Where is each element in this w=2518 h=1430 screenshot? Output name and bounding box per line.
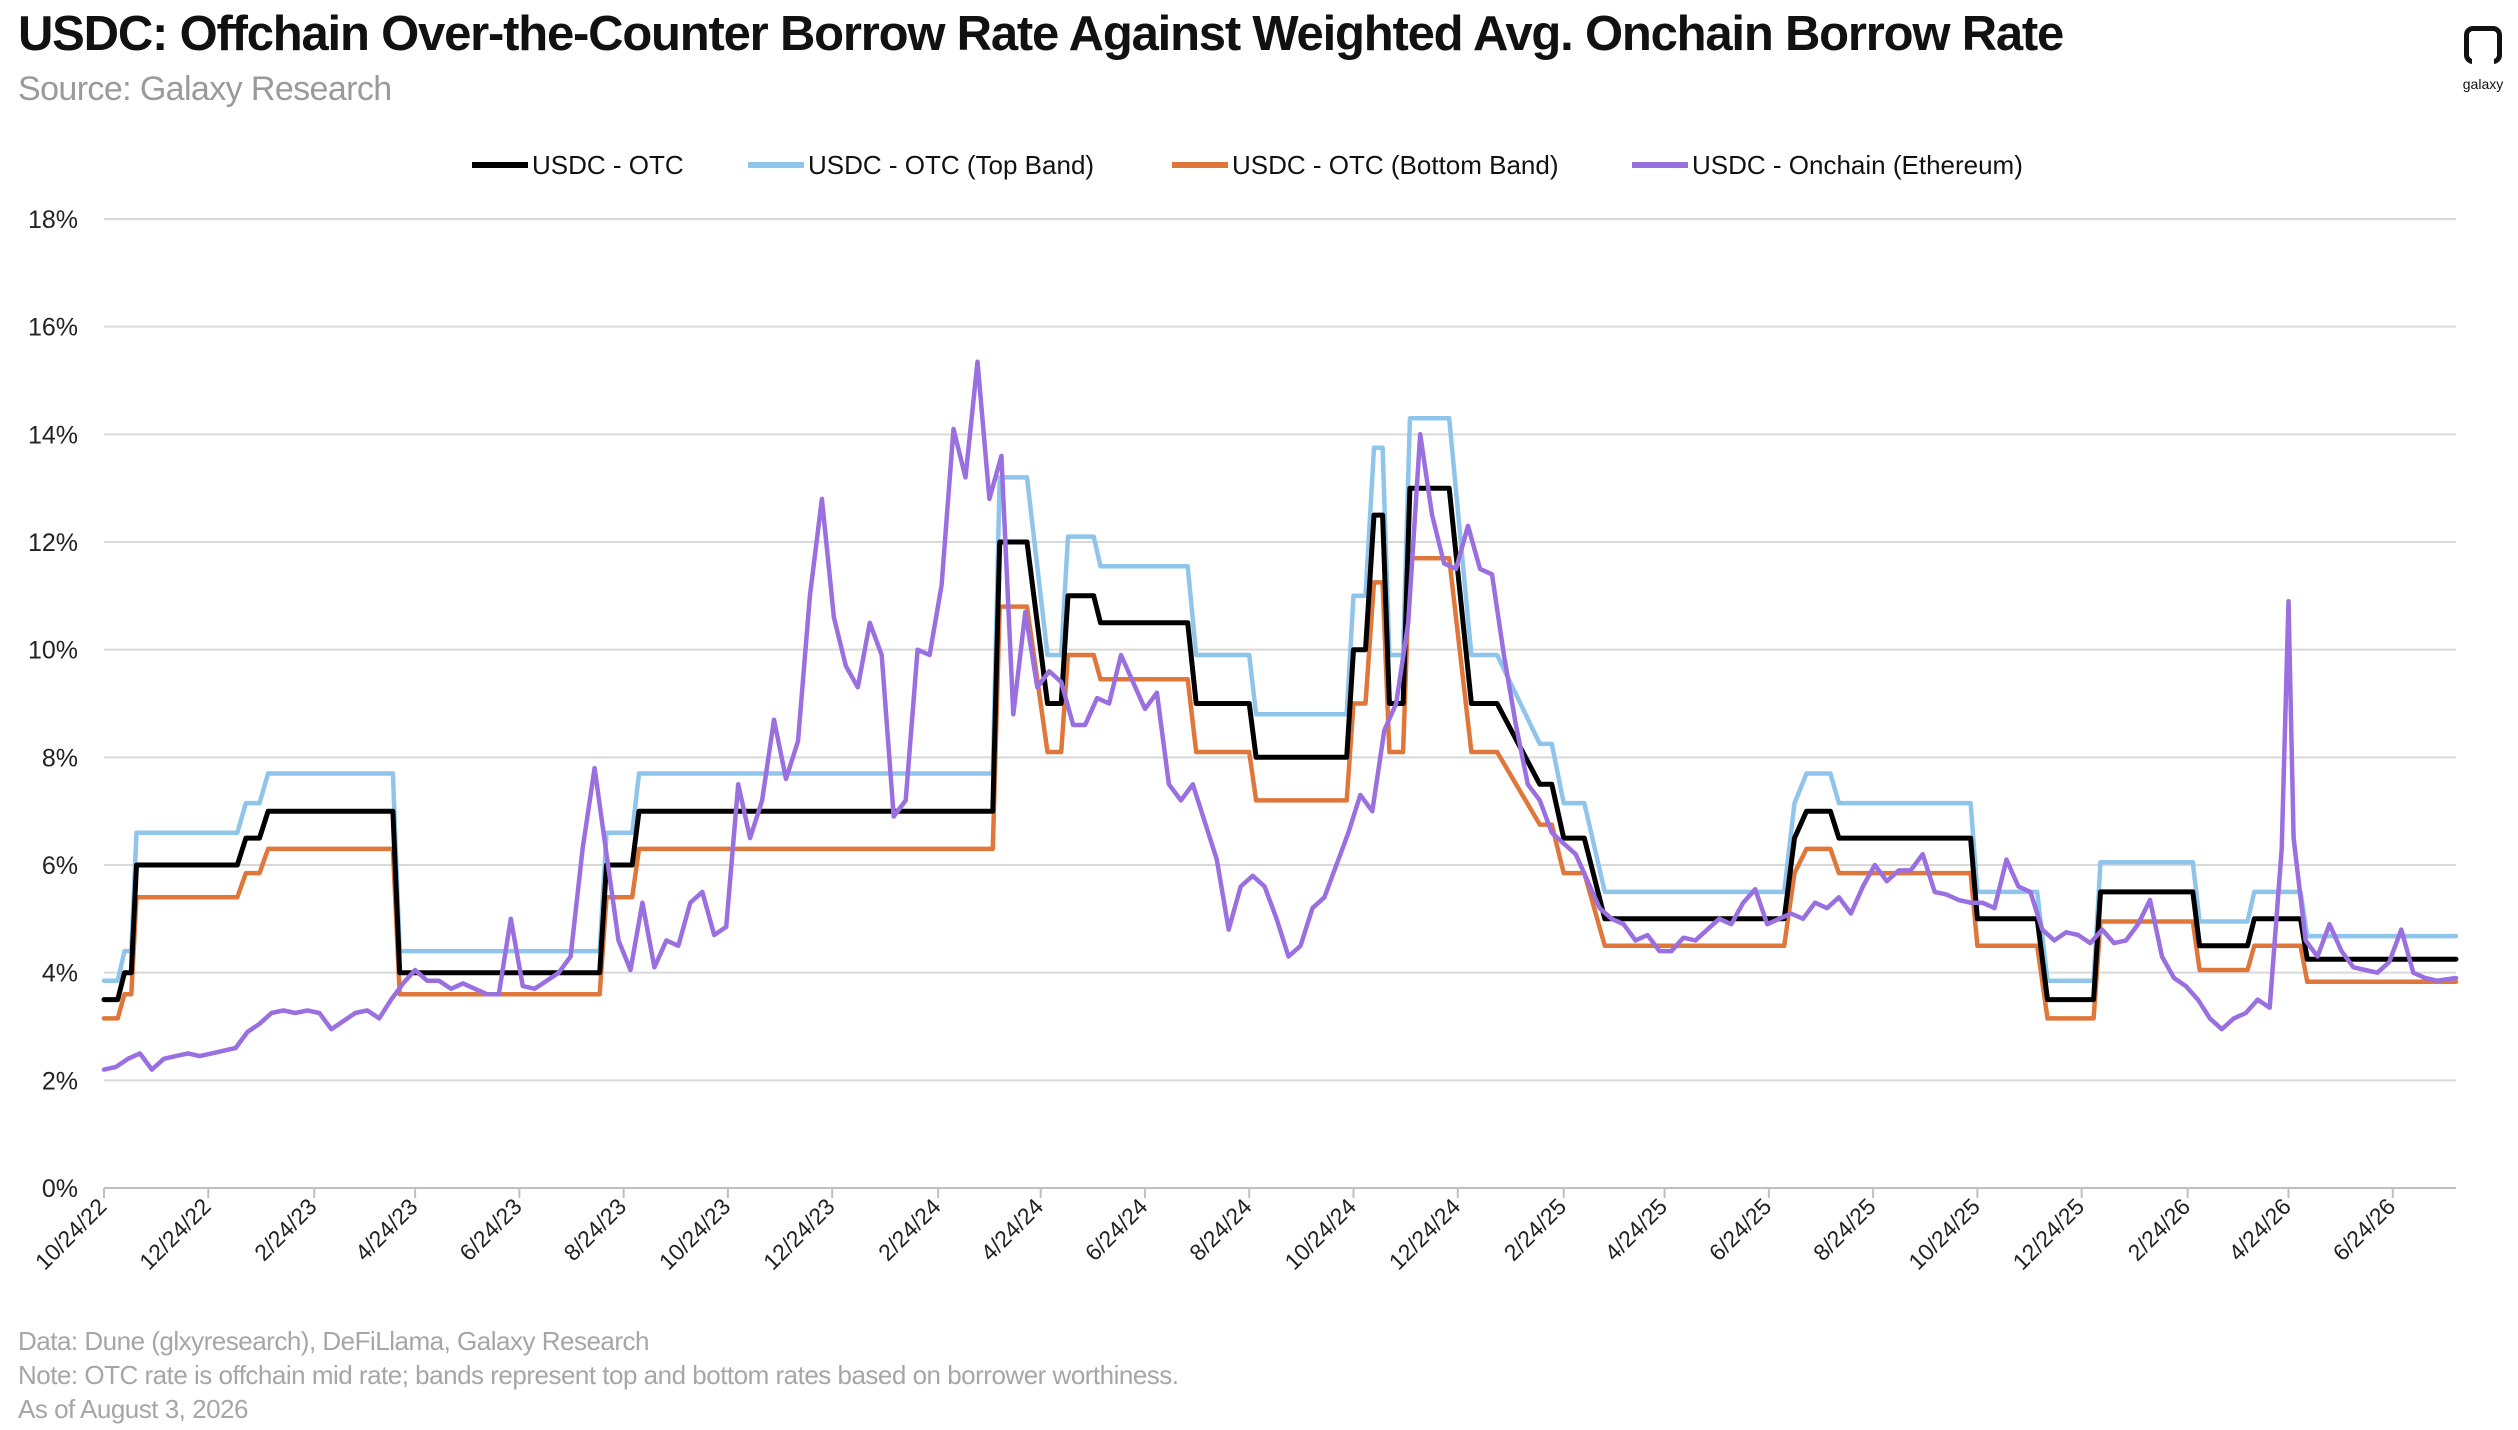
y-tick-label: 6% — [42, 852, 78, 880]
x-tick-label: 4/24/23 — [350, 1193, 423, 1266]
x-tick-label: 10/24/24 — [1279, 1193, 1361, 1275]
legend-label: USDC - OTC — [532, 150, 684, 180]
x-tick-label: 6/24/23 — [454, 1193, 527, 1266]
y-tick-label: 4% — [42, 960, 78, 988]
x-tick-label: 10/24/25 — [1903, 1193, 1985, 1275]
x-tick-label: 6/24/24 — [1080, 1193, 1153, 1266]
y-tick-label: 14% — [28, 421, 78, 449]
y-tick-label: 16% — [28, 314, 78, 342]
x-tick-label: 12/24/25 — [2008, 1193, 2090, 1275]
x-tick-label: 12/24/22 — [134, 1193, 216, 1275]
x-tick-label: 10/24/23 — [654, 1193, 736, 1275]
footer-data-source: Data: Dune (glxyresearch), DeFiLlama, Ga… — [18, 1326, 649, 1356]
legend-label: USDC - OTC (Top Band) — [808, 150, 1094, 180]
legend-label: USDC - OTC (Bottom Band) — [1232, 150, 1559, 180]
x-tick-label: 4/24/24 — [976, 1193, 1049, 1266]
footer-as-of: As of August 3, 2026 — [18, 1394, 248, 1424]
y-tick-label: 0% — [42, 1175, 78, 1203]
x-tick-label: 10/24/22 — [30, 1193, 112, 1275]
page-subtitle: Source: Galaxy Research — [18, 70, 392, 108]
page-title: USDC: Offchain Over-the-Counter Borrow R… — [18, 7, 2064, 61]
series-line-bottom-band — [101, 555, 2459, 1021]
series-lines — [101, 359, 2459, 1072]
x-tick-label: 2/24/24 — [873, 1193, 946, 1266]
x-tick-label: 8/24/23 — [559, 1193, 632, 1266]
x-tick-label: 12/24/24 — [1384, 1193, 1466, 1275]
x-tick-label: 2/24/25 — [1499, 1193, 1572, 1266]
footer-note: Note: OTC rate is offchain mid rate; ban… — [18, 1360, 1179, 1390]
line-chart: 0% 2% 4% 6% 8% 10% 12% 14% 16% 18% 10/24/22 12/24/2… — [28, 150, 2459, 1275]
x-tick-label: 6/24/25 — [1704, 1193, 1777, 1266]
x-tick-label: 2/24/23 — [249, 1193, 322, 1266]
y-tick-label: 12% — [28, 529, 78, 557]
galaxy-logo: galaxy — [2450, 26, 2518, 102]
y-tick-label: 8% — [42, 744, 78, 772]
legend-label: USDC - Onchain (Ethereum) — [1692, 150, 2023, 180]
x-tick-label: 8/24/25 — [1808, 1193, 1881, 1266]
legend: USDC - OTC USDC - OTC (Top Band) USDC - OT… — [472, 150, 2023, 180]
galaxy-logo-text: galaxy — [2462, 76, 2504, 92]
series-line-onchain — [101, 359, 2459, 1072]
y-tick-label: 10% — [28, 637, 78, 665]
axes: 0% 2% 4% 6% 8% 10% 12% 14% 16% 18% 10/24/22 12/24/2… — [28, 206, 2456, 1275]
x-tick-label: 12/24/23 — [758, 1193, 840, 1275]
x-tick-label: 4/24/25 — [1599, 1193, 1672, 1266]
y-tick-label: 2% — [42, 1067, 78, 1095]
x-tick-label: 8/24/24 — [1184, 1193, 1257, 1266]
y-tick-label: 18% — [28, 206, 78, 234]
series-line-top-band — [101, 415, 2459, 983]
x-tick-label: 4/24/26 — [2223, 1193, 2296, 1266]
x-tick-label: 2/24/26 — [2123, 1193, 2196, 1266]
x-tick-label: 6/24/26 — [2328, 1193, 2401, 1266]
